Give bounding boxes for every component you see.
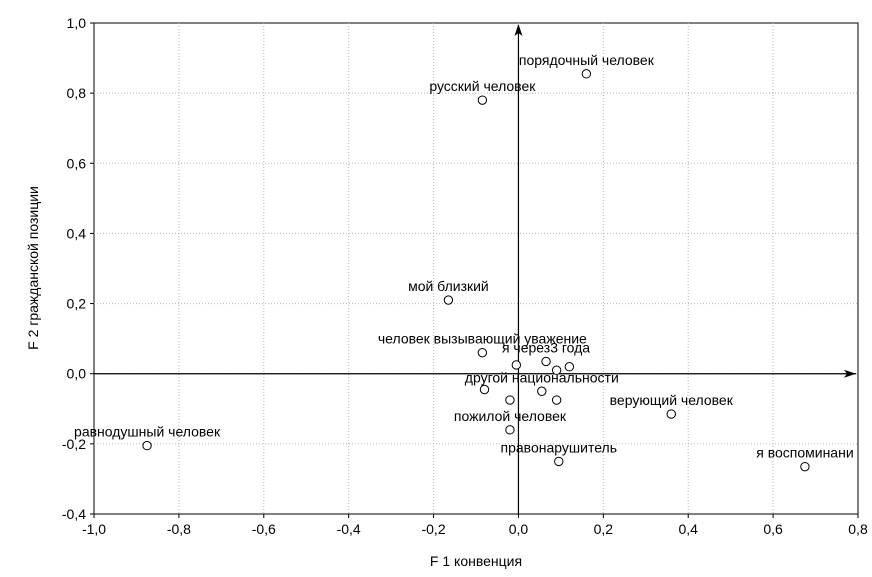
data-point xyxy=(142,440,152,451)
y-tick-label: 0,6 xyxy=(67,155,87,171)
data-point xyxy=(479,384,490,395)
y-axis-title: F 2 гражданской позиции xyxy=(25,186,41,350)
data-point xyxy=(541,356,551,367)
point-label: человек вызывающий уважение xyxy=(378,331,587,347)
data-point xyxy=(477,95,488,105)
x-tick-label: -0,4 xyxy=(337,521,361,537)
x-tick-label: 0,0 xyxy=(509,521,529,537)
center-axes xyxy=(94,24,856,514)
point-label: пожилой человек xyxy=(454,408,567,424)
y-tick-label: 0,0 xyxy=(67,366,87,382)
data-point xyxy=(505,425,515,435)
x-tick-label: -0,2 xyxy=(421,521,445,537)
x-axis-title: F 1 конвенция xyxy=(430,553,522,569)
y-tick-label: -0,2 xyxy=(62,436,86,452)
point-label: равнодушный человек xyxy=(74,424,221,440)
data-points xyxy=(142,69,810,472)
x-tick-label: 0,2 xyxy=(594,521,614,537)
data-point xyxy=(443,295,454,305)
point-labels: порядочный человек русский человек мой бли… xyxy=(74,52,854,461)
point-label: я воспоминани xyxy=(756,445,853,461)
data-point xyxy=(551,365,562,375)
point-label: порядочный человек xyxy=(519,52,655,68)
data-point xyxy=(537,386,547,396)
y-tick-label: 0,8 xyxy=(67,85,87,101)
data-point xyxy=(551,395,562,405)
data-point xyxy=(581,69,592,79)
vertical-arrowhead xyxy=(514,24,523,36)
x-tick-label: 0,8 xyxy=(848,521,868,537)
x-tick-label: 0,4 xyxy=(678,521,698,537)
y-tick-label: 0,4 xyxy=(67,225,87,241)
point-label: я через3 года xyxy=(502,339,590,355)
point-label: правонарушитель xyxy=(501,439,617,455)
x-tick-label: 0,6 xyxy=(763,521,783,537)
y-tick-label: 0,2 xyxy=(67,296,87,312)
y-tick-label: -0,4 xyxy=(62,506,86,522)
data-point xyxy=(554,456,564,467)
data-point xyxy=(564,362,575,372)
x-tick-label: -1,0 xyxy=(82,521,106,537)
x-tick-label: -0,6 xyxy=(252,521,276,537)
point-label: мой близкий xyxy=(408,278,489,294)
data-point xyxy=(511,360,522,370)
y-tick-label: 1,0 xyxy=(67,15,87,31)
point-label: верующий человек xyxy=(610,392,734,408)
plot-area xyxy=(93,22,859,515)
data-point xyxy=(800,461,810,472)
x-tick-label: -0,8 xyxy=(167,521,191,537)
data-point xyxy=(477,347,488,358)
point-label: другой национальности xyxy=(465,369,619,385)
x-tick-labels: -1,0 -0,8 -0,6 -0,4 -0,2 0,0 0,2 0,4 0,6 0,8 xyxy=(82,514,868,537)
y-tick-labels: 1,0 0,8 0,6 0,4 0,2 0,0 -0,2 -0,4 xyxy=(62,15,94,522)
horizontal-arrowhead xyxy=(844,369,856,378)
data-point xyxy=(666,409,676,419)
data-point xyxy=(505,395,515,405)
point-label: русский человек xyxy=(429,78,536,94)
